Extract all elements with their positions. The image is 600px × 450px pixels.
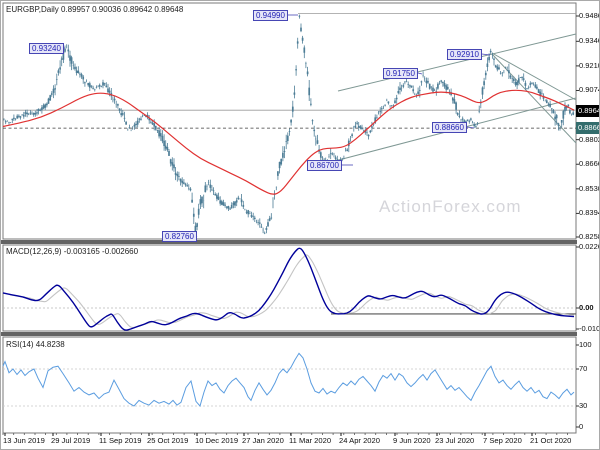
price-annotation: 0.82760 — [162, 231, 197, 242]
macd-panel-title: MACD(12,26,9) -0.003165 -0.002660 — [6, 247, 139, 256]
y-axis-label: 0.88020 — [579, 135, 599, 144]
y-axis-label: 100 — [579, 340, 592, 349]
y-axis-label: 70 — [579, 364, 588, 373]
support-price-box: 0.88660 — [576, 122, 599, 134]
x-axis-label: 25 Oct 2019 — [147, 436, 189, 445]
moving-average-line — [2, 89, 575, 195]
price-annotation: 0.93240 — [29, 43, 64, 54]
current-price-box: 0.89648 — [576, 105, 599, 117]
y-axis-label: 0.83940 — [579, 208, 599, 217]
macd-signal-line — [9, 254, 575, 329]
x-axis-label: 29 Jul 2019 — [51, 436, 91, 445]
rsi-plot-area[interactable] — [2, 336, 577, 434]
y-axis-label: 0.86660 — [579, 159, 599, 168]
y-axis-label: 0.90740 — [579, 85, 599, 94]
price-annotation: 0.92910 — [447, 49, 482, 60]
panel-divider-macd-rsi[interactable] — [1, 332, 577, 336]
y-axis-label: 0 — [579, 422, 584, 431]
price-annotation: 0.88660 — [432, 122, 467, 133]
trendline[interactable] — [491, 53, 577, 144]
price-annotation: 0.86700 — [307, 160, 342, 171]
y-axis-label: 0.93460 — [579, 36, 599, 45]
price-annotation: 0.91750 — [383, 68, 418, 79]
actionforex-watermark: ActionForex.com — [379, 197, 522, 216]
panel-divider-main-macd[interactable] — [1, 240, 577, 244]
x-axis-label: 27 Jan 2020 — [242, 436, 284, 445]
trendline[interactable] — [337, 33, 577, 92]
annotation-connector — [417, 72, 423, 75]
trendline[interactable] — [491, 52, 577, 101]
main-plot-area[interactable] — [2, 2, 577, 240]
x-axis-label: 10 Dec 2019 — [195, 436, 239, 445]
rsi-line — [2, 352, 575, 408]
annotation-connector — [481, 53, 491, 56]
x-axis-label: 24 Apr 2020 — [339, 436, 380, 445]
y-axis-label: 0.85300 — [579, 184, 599, 193]
x-axis-label: 23 Jul 2020 — [435, 436, 475, 445]
macd-plot-area[interactable] — [2, 244, 577, 332]
x-axis-label: 7 Sep 2020 — [483, 436, 522, 445]
x-axis-label: 13 Jun 2019 — [3, 436, 45, 445]
macd-main-line — [2, 247, 575, 331]
x-axis-label: 21 Oct 2020 — [530, 436, 572, 445]
y-axis-label: 0.022662 — [579, 242, 599, 251]
y-axis-label: 0.92100 — [579, 61, 599, 70]
x-axis-label: 11 Mar 2020 — [289, 436, 332, 445]
x-axis-label: 11 Sep 2019 — [99, 436, 142, 445]
y-axis-label: 0.00 — [579, 303, 594, 312]
rsi-panel-title: RSI(14) 44.8238 — [6, 340, 65, 349]
y-axis-label: 30 — [579, 401, 588, 410]
y-axis-label: -0.010052 — [579, 324, 600, 333]
y-axis-label: 0.94860 — [579, 11, 599, 20]
chart-title: EURGBP,Daily 0.89957 0.90036 0.89642 0.8… — [6, 5, 184, 14]
annotation-connector — [466, 126, 475, 129]
price-annotation: 0.94990 — [253, 10, 288, 21]
y-axis-label: 0.82580 — [579, 232, 599, 241]
x-axis-label: 9 Jun 2020 — [393, 436, 431, 445]
